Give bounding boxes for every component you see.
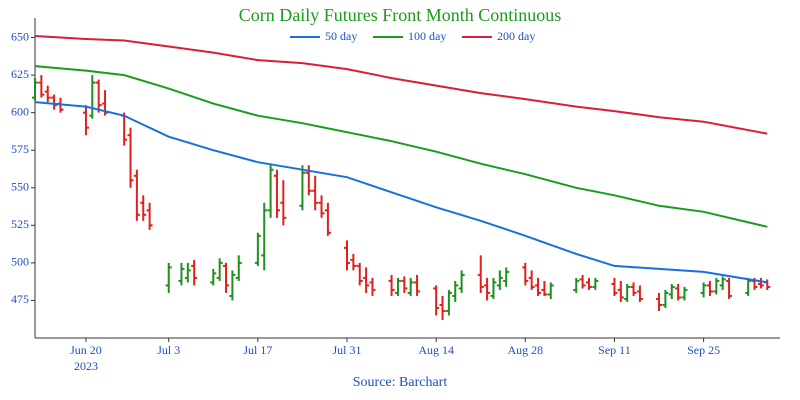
y-tick-label: 575 [11, 142, 29, 156]
source-note: Source: Barchart [353, 375, 448, 390]
y-tick-label: 500 [11, 255, 29, 269]
y-tick-label: 600 [11, 104, 29, 118]
y-tick-label: 475 [11, 292, 29, 306]
x-tick-label: Aug 28 [507, 343, 543, 357]
moving-average-line [34, 65, 768, 228]
y-tick-label: 525 [11, 217, 29, 231]
y-tick-label: 625 [11, 67, 29, 81]
x-tick-label: Jul 3 [157, 343, 180, 357]
y-tick-label: 550 [11, 180, 29, 194]
x-tick-label: Sep 11 [598, 343, 631, 357]
legend-label: 50 day [325, 29, 357, 43]
x-tick-label: Sep 25 [687, 343, 720, 357]
x-tick-label: Jul 31 [333, 343, 362, 357]
chart-title: Corn Daily Futures Front Month Continuou… [239, 5, 562, 25]
x-tick-label: Jun 20 [70, 343, 102, 357]
moving-average-line [34, 101, 768, 284]
moving-average-line [34, 35, 768, 135]
legend-label: 200 day [497, 29, 535, 43]
x-tick-year: 2023 [74, 359, 98, 373]
x-tick-label: Aug 14 [418, 343, 454, 357]
x-tick-label: Jul 17 [243, 343, 272, 357]
y-tick-label: 650 [11, 29, 29, 43]
legend-label: 100 day [408, 29, 446, 43]
